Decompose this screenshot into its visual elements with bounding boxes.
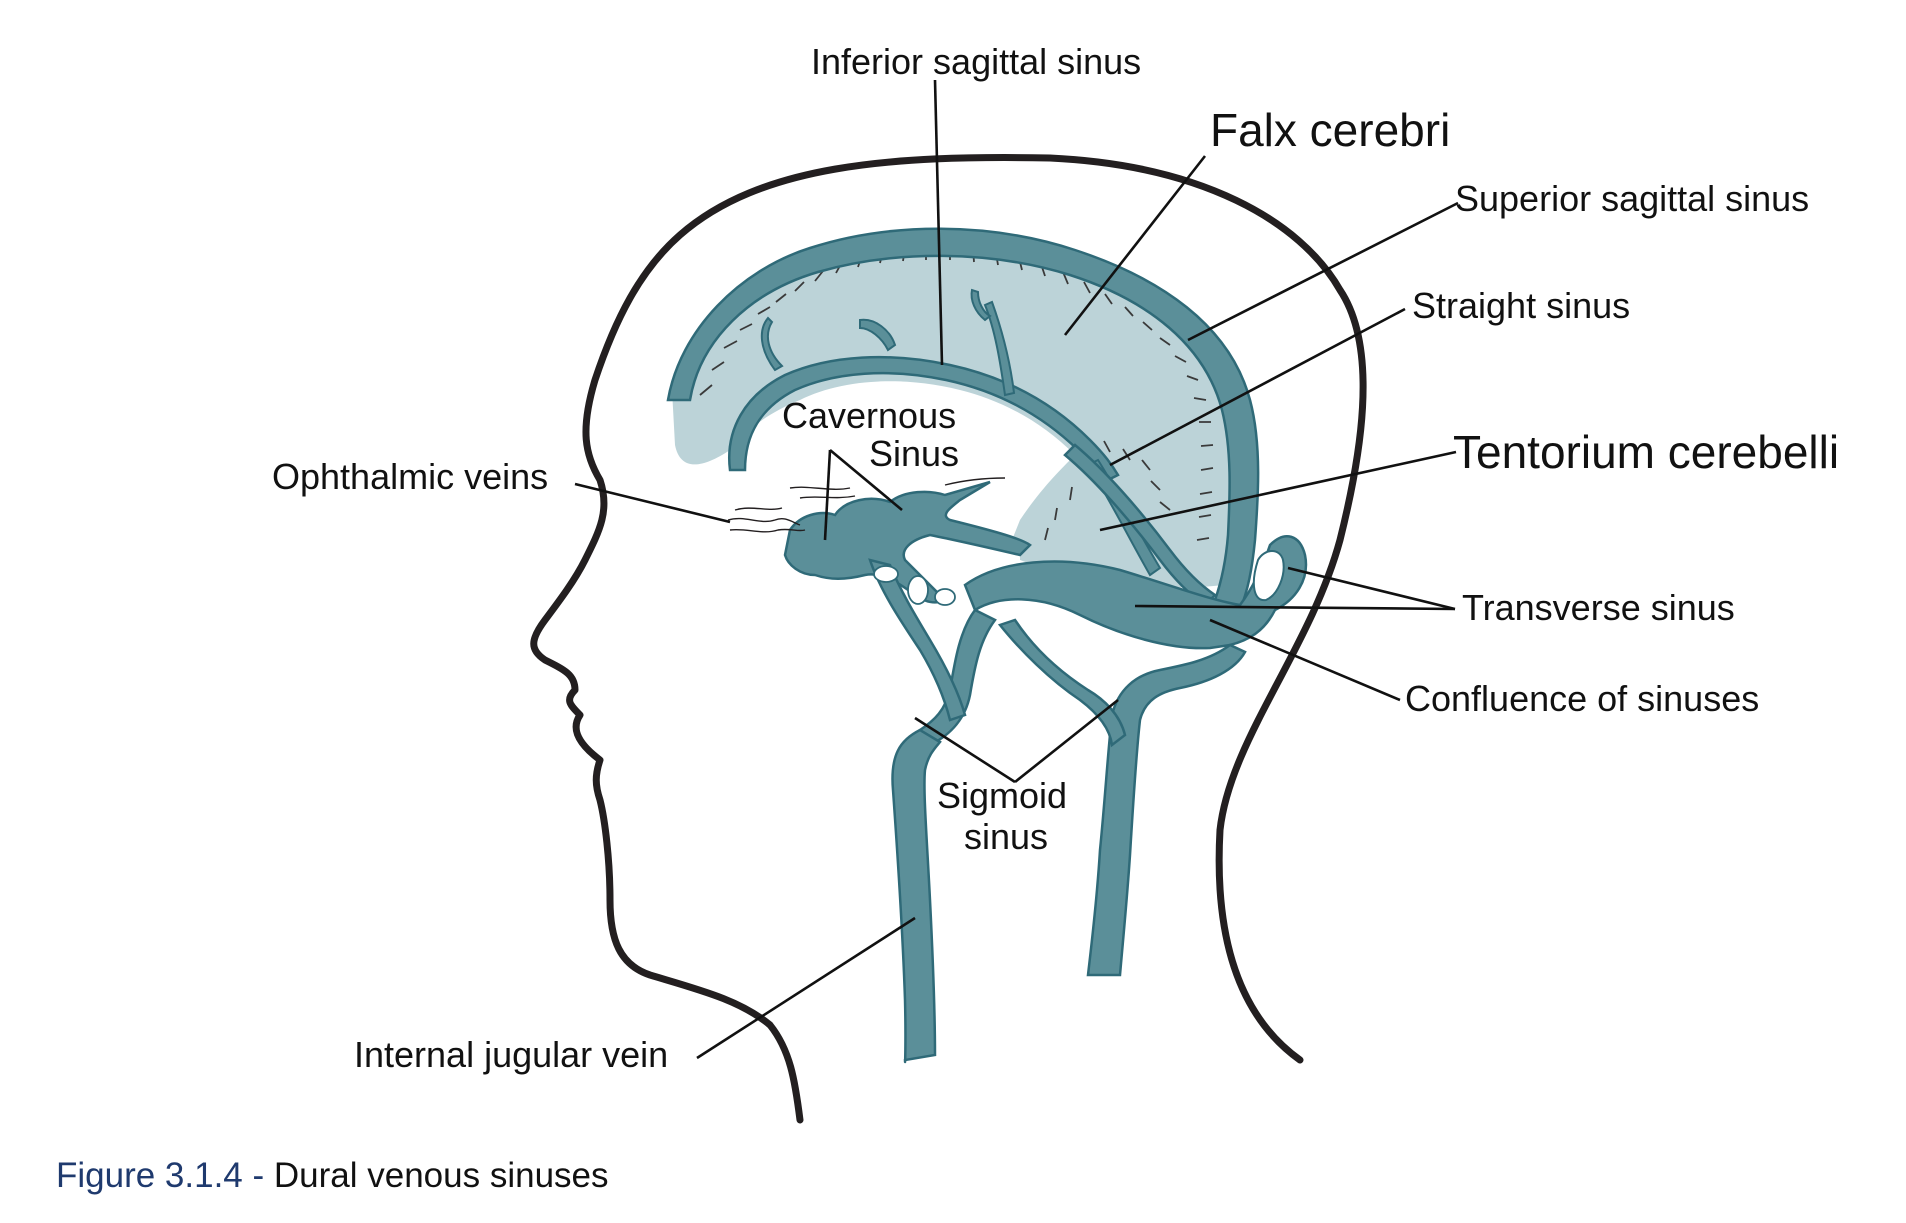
internal-jugular-vein [891, 728, 942, 1064]
label-sigmoid-sinus-line1: Sigmoid [937, 775, 1067, 816]
cavernous-lumen-2 [907, 575, 929, 605]
leader-sigmoid-sinus-a [914, 716, 1016, 784]
label-falx-cerebri: Falx cerebri [1210, 104, 1450, 156]
leader-confluence-of-sinuses [1209, 618, 1401, 702]
leader-sigmoid-sinus-b [1014, 698, 1119, 784]
leader-lines [574, 79, 1459, 1060]
label-ophthalmic-veins: Ophthalmic veins [272, 456, 548, 497]
cavernous-sinus [783, 480, 1032, 604]
figure-separator: - [242, 1156, 274, 1195]
leader-straight-sinus [1109, 307, 1406, 467]
cavernous-network [868, 558, 967, 722]
cavernous-lumen-1 [873, 565, 899, 583]
label-transverse-sinus: Transverse sinus [1462, 587, 1735, 628]
leader-transverse-sinus-b [1287, 566, 1456, 611]
cavernous-sinus-complex [783, 480, 1032, 722]
leader-internal-jugular-vein [696, 916, 916, 1060]
figure-title: Dural venous sinuses [273, 1156, 609, 1195]
leader-superior-sagittal-sinus [1187, 201, 1459, 342]
leader-falx-cerebri [1063, 155, 1207, 336]
label-confluence-of-sinuses: Confluence of sinuses [1405, 678, 1759, 719]
cerebral-vein-tributaries [760, 288, 1162, 577]
leader-ophthalmic-veins [574, 482, 731, 524]
label-internal-jugular-vein: Internal jugular vein [354, 1034, 668, 1075]
label-cavernous-sinus-line1: Cavernous [782, 395, 956, 436]
inferior-sagittal-sinus [728, 355, 1120, 482]
leader-transverse-sinus-a [1134, 604, 1456, 611]
label-tentorium-cerebelli: Tentorium cerebelli [1453, 426, 1839, 478]
label-sigmoid-sinus-line2: sinus [964, 816, 1048, 857]
leader-inferior-sagittal-sinus [933, 79, 944, 366]
figure-caption: Figure 3.1.4 - Dural venous sinuses [56, 1156, 609, 1196]
ophthalmic-veins [727, 477, 1006, 533]
label-inferior-sagittal-sinus: Inferior sagittal sinus [811, 41, 1141, 82]
sigmoid-sinus-right [1086, 643, 1247, 977]
leader-cavernous-sinus-a [823, 449, 832, 541]
figure-number: Figure 3.1.4 [56, 1156, 243, 1195]
transverse-sinus [963, 535, 1308, 650]
transverse-sinus-lumen [1252, 550, 1285, 602]
cavernous-lumen-3 [934, 588, 956, 606]
head-outline [530, 154, 1367, 1124]
label-superior-sagittal-sinus: Superior sagittal sinus [1455, 178, 1809, 219]
sigmoid-sinus-connector [997, 618, 1127, 748]
sigmoid-sinus [918, 608, 997, 747]
label-cavernous-sinus-line2: Sinus [869, 433, 959, 474]
label-straight-sinus: Straight sinus [1412, 285, 1630, 326]
leader-tentorium-cerebelli [1099, 450, 1457, 532]
leader-cavernous-sinus-b [829, 449, 903, 511]
